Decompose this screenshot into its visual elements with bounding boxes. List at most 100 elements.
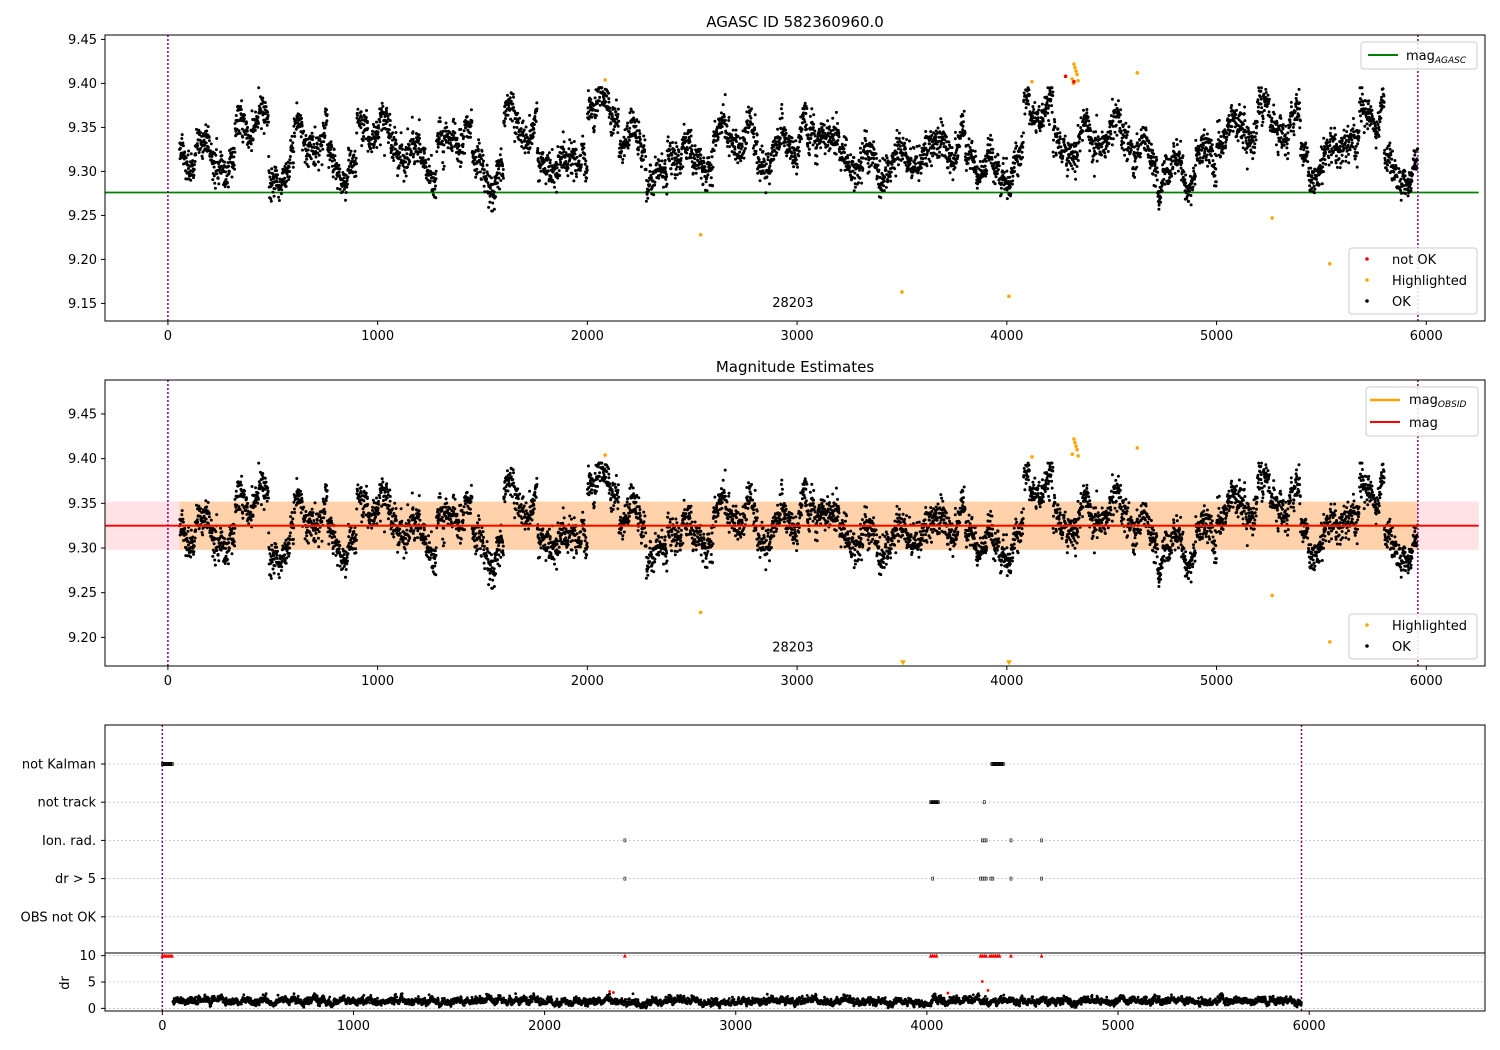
ok-point [1306, 150, 1310, 154]
ok-point [671, 141, 675, 144]
ok-point [664, 184, 668, 188]
ok-point [250, 109, 254, 113]
ok-point [199, 131, 203, 135]
ok-point [392, 159, 396, 162]
ok-point [1310, 174, 1314, 178]
ok-point [819, 146, 823, 150]
ok-point [1193, 174, 1197, 178]
ok-point [585, 165, 589, 169]
ok-point [1151, 172, 1155, 176]
ok-point [1037, 105, 1041, 108]
ok-point [358, 119, 362, 123]
ok-point [299, 135, 303, 139]
ok-point [186, 167, 190, 170]
ok-point [1076, 123, 1080, 127]
ok-point [642, 144, 646, 148]
ok-point [746, 119, 749, 123]
ok-point [344, 198, 347, 202]
ok-point [1327, 156, 1331, 160]
ok-point [200, 140, 204, 144]
ok-point [323, 134, 327, 138]
ok-point [698, 157, 702, 160]
ok-point [532, 131, 536, 135]
ok-point [723, 93, 727, 97]
ok-point [379, 107, 383, 111]
ok-point [491, 201, 495, 205]
ok-point [1181, 154, 1185, 158]
ok-point [376, 130, 380, 134]
ok-point [813, 134, 817, 138]
ok-point [1320, 182, 1324, 186]
ok-point [676, 154, 680, 157]
ok-point [742, 149, 746, 153]
ok-point [688, 152, 692, 156]
ok-point [754, 142, 758, 146]
ok-point [650, 176, 653, 180]
ok-point [442, 150, 446, 154]
ok-point [1021, 140, 1025, 144]
ok-point [738, 150, 742, 154]
ok-point [310, 131, 314, 135]
ok-point [437, 137, 441, 141]
ok-point [483, 190, 487, 194]
ok-point [314, 155, 318, 159]
ok-point [867, 165, 871, 169]
ok-point [668, 144, 672, 148]
ok-point [704, 180, 708, 184]
ok-point [241, 140, 245, 144]
ok-point [1217, 130, 1221, 134]
ok-point [826, 131, 830, 135]
ok-point [436, 145, 440, 149]
ok-point [417, 133, 421, 137]
ok-point [320, 143, 324, 147]
ok-point [789, 139, 793, 143]
ok-point [608, 110, 612, 114]
ok-point [1254, 138, 1258, 142]
ok-point [672, 163, 676, 166]
ok-point [637, 120, 641, 124]
ok-point [620, 149, 624, 153]
ok-point [634, 124, 638, 128]
ok-point [1049, 98, 1053, 101]
ok-point [329, 148, 333, 151]
ok-point [682, 122, 686, 126]
ok-point [948, 157, 952, 161]
ok-point [193, 160, 197, 163]
ok-point [1295, 99, 1299, 103]
ok-point [1085, 108, 1089, 111]
ok-point [658, 173, 662, 177]
ok-point [1208, 161, 1212, 165]
ok-point [300, 124, 304, 128]
ok-point [503, 124, 507, 128]
ok-point [999, 186, 1003, 190]
ok-point [364, 116, 368, 120]
ok-point [403, 148, 407, 152]
ok-point [1115, 133, 1119, 137]
ok-point [338, 167, 342, 171]
ok-point [470, 119, 474, 123]
ok-point [626, 146, 630, 150]
ok-point [404, 160, 408, 164]
ok-point [962, 120, 965, 124]
ok-point [1236, 139, 1240, 143]
ok-point [932, 131, 935, 135]
ok-point [662, 185, 665, 189]
ok-point [402, 165, 406, 169]
ok-point [818, 134, 822, 138]
ok-point [1192, 169, 1196, 173]
ok-point [541, 156, 545, 160]
ok-point [1288, 120, 1292, 124]
ok-point [1306, 160, 1310, 164]
ok-point [496, 181, 499, 185]
ok-point [592, 128, 596, 132]
ok-point [477, 141, 481, 145]
ok-point [961, 124, 965, 128]
ok-point [575, 155, 579, 159]
ok-point [727, 154, 731, 158]
ok-point [1024, 106, 1028, 110]
ok-point [1194, 138, 1198, 142]
ok-point [287, 175, 291, 179]
ok-point [230, 175, 234, 179]
ok-point [768, 164, 772, 168]
ok-point [938, 150, 941, 154]
